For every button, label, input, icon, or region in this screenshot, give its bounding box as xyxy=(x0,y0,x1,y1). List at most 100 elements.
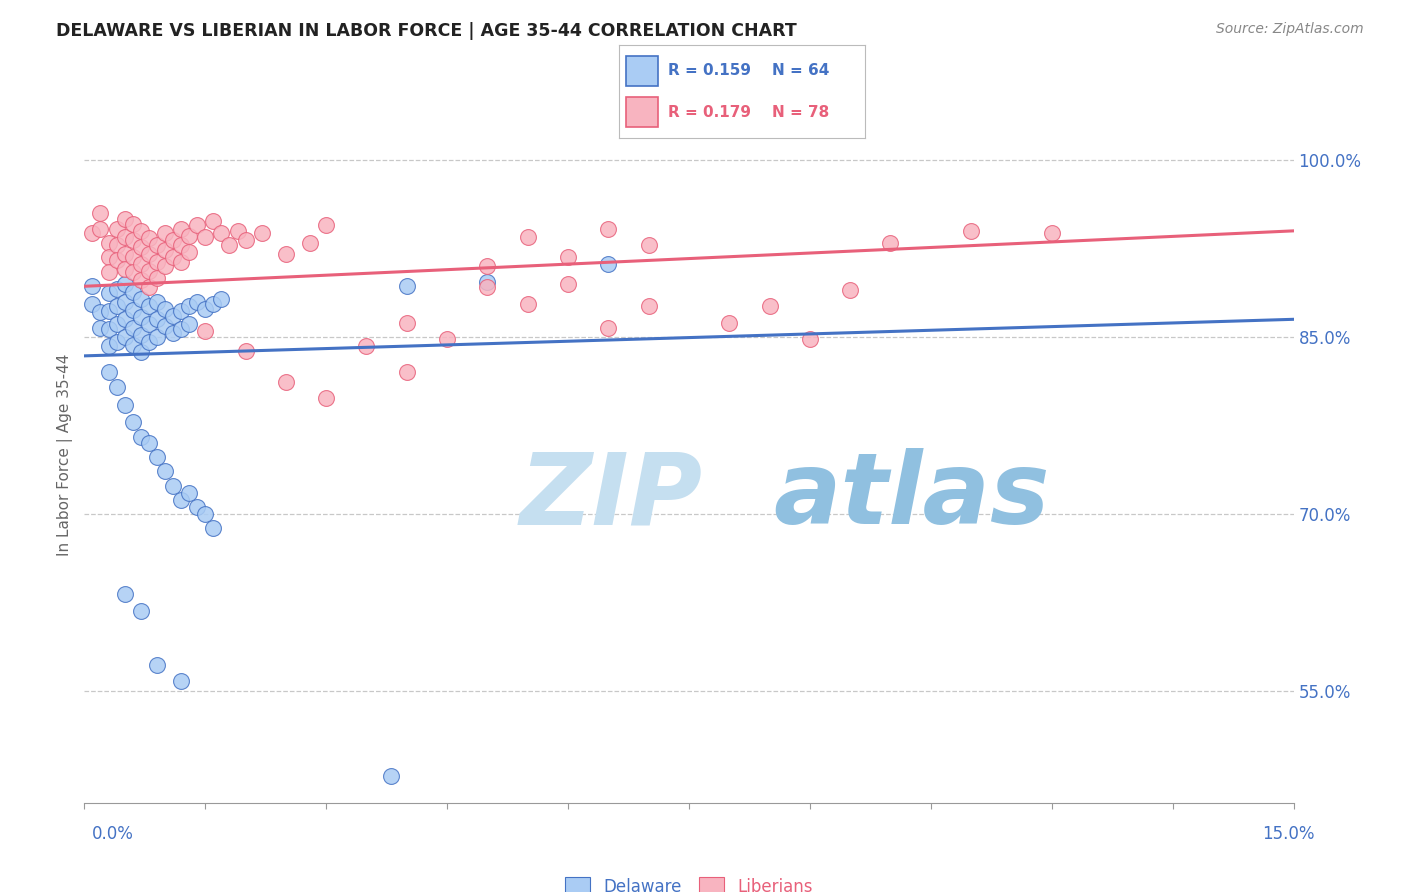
Point xyxy=(105,282,128,296)
Point xyxy=(89,320,111,334)
Point xyxy=(557,250,579,264)
Point xyxy=(179,317,201,331)
Point xyxy=(121,302,143,317)
Point xyxy=(202,214,225,228)
Point xyxy=(138,317,160,331)
Point xyxy=(105,253,128,268)
Point xyxy=(274,375,297,389)
Point xyxy=(114,277,136,291)
Point xyxy=(121,415,143,429)
Text: 0.0%: 0.0% xyxy=(91,825,134,843)
Point xyxy=(129,224,152,238)
Point xyxy=(114,247,136,261)
Point xyxy=(235,344,257,359)
Text: R = 0.159    N = 64: R = 0.159 N = 64 xyxy=(668,63,830,78)
Point xyxy=(179,485,201,500)
Point xyxy=(202,521,225,535)
Point xyxy=(194,229,217,244)
Point xyxy=(758,299,780,313)
Point xyxy=(114,312,136,326)
Point xyxy=(153,226,176,240)
Point xyxy=(153,243,176,257)
Point xyxy=(89,221,111,235)
Point xyxy=(162,478,184,492)
Point xyxy=(129,310,152,324)
Point xyxy=(235,233,257,247)
Point xyxy=(121,250,143,264)
Point xyxy=(114,294,136,309)
Point xyxy=(138,231,160,245)
Point xyxy=(153,465,176,479)
Point xyxy=(97,286,120,301)
Point xyxy=(105,238,128,252)
Point xyxy=(129,257,152,271)
Point xyxy=(209,226,232,240)
Text: ZIP: ZIP xyxy=(520,448,703,545)
Point xyxy=(226,224,249,238)
Point xyxy=(186,218,208,232)
Point xyxy=(153,301,176,316)
Point xyxy=(477,280,499,294)
Point xyxy=(105,221,128,235)
Point xyxy=(1040,226,1063,240)
Point xyxy=(170,674,193,689)
Point xyxy=(170,492,193,507)
Point xyxy=(114,587,136,601)
Point xyxy=(105,299,128,313)
Point xyxy=(146,294,169,309)
Point xyxy=(274,247,297,261)
Point xyxy=(162,326,184,341)
Point xyxy=(105,317,128,331)
Point xyxy=(356,339,378,353)
Point xyxy=(97,235,120,250)
Point xyxy=(839,283,862,297)
Point xyxy=(121,338,143,352)
Point xyxy=(598,257,620,271)
Point xyxy=(129,430,152,444)
Point xyxy=(153,259,176,273)
Point xyxy=(97,250,120,264)
Point xyxy=(129,292,152,306)
Point xyxy=(97,304,120,318)
Point xyxy=(395,316,418,330)
Point xyxy=(170,254,193,268)
Point xyxy=(516,229,538,244)
Y-axis label: In Labor Force | Age 35-44: In Labor Force | Age 35-44 xyxy=(58,354,73,556)
Point xyxy=(315,218,337,232)
Point xyxy=(202,297,225,311)
Point xyxy=(105,334,128,349)
Point xyxy=(121,285,143,300)
Point xyxy=(82,226,104,240)
Point xyxy=(477,275,499,289)
Point xyxy=(162,233,184,247)
Point xyxy=(129,273,152,287)
Point xyxy=(194,507,217,521)
Point xyxy=(299,235,322,250)
Point xyxy=(170,304,193,318)
Point xyxy=(315,392,337,406)
Text: atlas: atlas xyxy=(773,448,1050,545)
Point xyxy=(82,279,104,293)
Point xyxy=(250,226,273,240)
Point xyxy=(138,280,160,294)
Point xyxy=(114,330,136,344)
Point xyxy=(162,309,184,323)
Point xyxy=(129,240,152,254)
Point xyxy=(138,247,160,261)
Point xyxy=(557,277,579,291)
Point xyxy=(114,229,136,244)
Point xyxy=(879,235,901,250)
Point xyxy=(436,332,458,346)
Point xyxy=(395,365,418,379)
Point xyxy=(179,228,201,243)
Point xyxy=(121,320,143,334)
Point xyxy=(97,339,120,353)
Point xyxy=(179,245,201,260)
Point xyxy=(186,294,208,309)
Text: DELAWARE VS LIBERIAN IN LABOR FORCE | AGE 35-44 CORRELATION CHART: DELAWARE VS LIBERIAN IN LABOR FORCE | AG… xyxy=(56,22,797,40)
Text: Source: ZipAtlas.com: Source: ZipAtlas.com xyxy=(1216,22,1364,37)
Point xyxy=(146,254,169,268)
FancyBboxPatch shape xyxy=(626,56,658,86)
Point xyxy=(105,379,128,393)
Point xyxy=(114,212,136,227)
